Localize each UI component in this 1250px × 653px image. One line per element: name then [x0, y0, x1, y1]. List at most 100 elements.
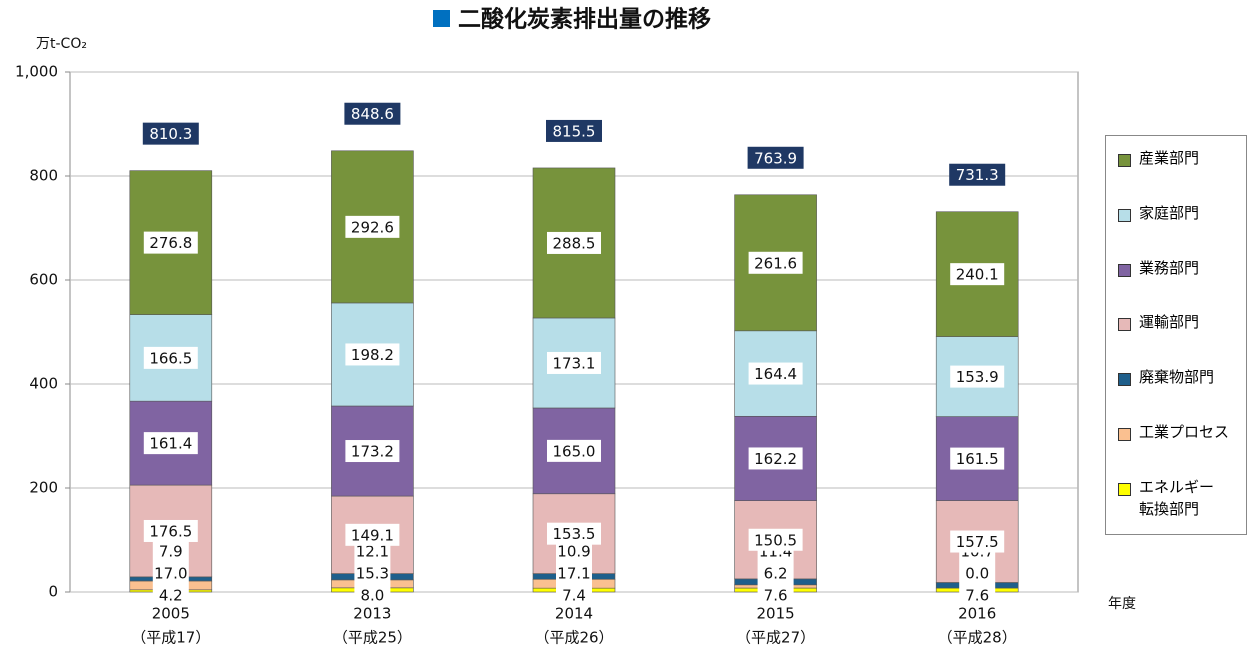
legend-item: 工業プロセス [1112, 423, 1240, 443]
legend-label: 業務部門 [1139, 258, 1200, 277]
legend-label: エネルギー 転換部門 [1139, 477, 1215, 518]
legend-item: 家庭部門 [1112, 203, 1240, 224]
data-label-box [556, 540, 592, 562]
data-label-box [354, 584, 391, 606]
data-label-box [748, 447, 803, 470]
data-label-box [757, 562, 794, 584]
x-tick-label: 2015 [757, 605, 795, 623]
data-label-box [152, 540, 189, 562]
data-label-box [556, 584, 592, 606]
data-label-box [748, 362, 803, 385]
data-label-box [143, 346, 198, 369]
data-label: 7.9 [159, 543, 183, 561]
data-label: 157.5 [956, 533, 999, 551]
data-label-box [950, 530, 1005, 553]
data-label-box [950, 263, 1005, 286]
data-label: 153.5 [553, 525, 596, 543]
data-label: 161.5 [956, 450, 999, 468]
data-label-box [959, 584, 996, 606]
data-label: 153.9 [956, 368, 999, 386]
x-tick-label: 2016 [958, 605, 996, 623]
data-label: 162.2 [754, 450, 797, 468]
x-axis-label: 年度 [1108, 596, 1136, 612]
data-label-box [950, 365, 1005, 388]
data-label: 10.9 [557, 543, 590, 561]
data-label: 176.5 [149, 522, 192, 540]
total-label-box [546, 119, 602, 142]
total-label: 763.9 [754, 149, 797, 167]
legend-label: 家庭部門 [1139, 203, 1200, 222]
data-label-box [547, 522, 601, 545]
data-label-box [950, 447, 1005, 470]
data-label-box [143, 231, 198, 254]
data-label-box [547, 351, 601, 374]
data-label-box [345, 215, 400, 238]
data-label: 7.4 [562, 587, 586, 605]
x-tick-label: 2014 [555, 605, 593, 623]
data-label: 149.1 [351, 526, 394, 544]
data-label: 6.2 [764, 565, 788, 583]
legend-swatch [1118, 373, 1131, 387]
x-tick-label: 2013 [353, 605, 391, 623]
data-label: 292.6 [351, 218, 394, 236]
data-label: 276.8 [149, 234, 192, 252]
x-tick-sublabel: （平成25） [333, 629, 412, 647]
y-tick-label: 0 [48, 583, 58, 601]
legend-item: 産業部門 [1112, 149, 1240, 169]
x-tick-sublabel: （平成28） [938, 629, 1017, 647]
data-label: 165.0 [553, 442, 596, 460]
data-label-box [345, 343, 400, 366]
data-label-box [354, 562, 391, 584]
legend-item: 業務部門 [1112, 258, 1240, 279]
legend-item: 運輸部門 [1112, 313, 1240, 333]
y-tick-label: 600 [29, 271, 58, 289]
legend-swatch [1118, 263, 1131, 277]
data-label-box [959, 562, 996, 584]
legend-swatch [1118, 318, 1131, 332]
data-label: 8.0 [360, 587, 384, 605]
x-tick-sublabel: （平成17） [131, 629, 210, 647]
data-label-box [143, 432, 198, 455]
legend-swatch [1118, 208, 1131, 222]
total-label-box [949, 163, 1006, 186]
total-label-box [142, 122, 199, 145]
data-label: 15.3 [356, 565, 389, 583]
data-label: 261.6 [754, 254, 797, 272]
data-label-box [757, 584, 794, 606]
data-label-box [143, 519, 198, 542]
legend-label: 産業部門 [1139, 149, 1200, 167]
total-label: 731.3 [956, 166, 999, 184]
x-tick-label: 2005 [152, 605, 190, 623]
legend-swatch [1118, 428, 1131, 442]
legend-swatch [1118, 482, 1131, 496]
legend-item: 廃棄物部門 [1112, 368, 1240, 388]
legend-label: 廃棄物部門 [1139, 368, 1215, 387]
data-label: 173.1 [553, 354, 596, 372]
y-tick-label: 800 [29, 167, 58, 185]
data-label: 164.4 [754, 365, 797, 383]
data-label: 166.5 [149, 349, 192, 367]
data-label: 198.2 [351, 346, 394, 364]
y-tick-label: 400 [29, 375, 58, 393]
data-label-box [152, 562, 189, 584]
data-label: 7.6 [764, 587, 788, 605]
total-label: 810.3 [149, 125, 192, 143]
data-label: 150.5 [754, 531, 797, 549]
data-label: 7.6 [965, 587, 989, 605]
y-tick-label: 200 [29, 479, 58, 497]
data-label: 0.0 [965, 565, 989, 583]
data-label: 288.5 [553, 234, 596, 252]
data-label: 161.4 [149, 435, 192, 453]
legend: 産業部門家庭部門業務部門運輸部門廃棄物部門工業プロセスエネルギー 転換部門 [1105, 135, 1247, 535]
total-label-box [344, 102, 401, 125]
data-label-box [748, 528, 803, 551]
total-label: 848.6 [351, 105, 394, 123]
data-label-box [547, 439, 601, 462]
data-label-box [345, 523, 400, 546]
total-label: 815.5 [553, 122, 596, 140]
data-label-box [152, 584, 189, 606]
data-label: 240.1 [956, 266, 999, 284]
x-tick-sublabel: （平成27） [736, 629, 815, 647]
